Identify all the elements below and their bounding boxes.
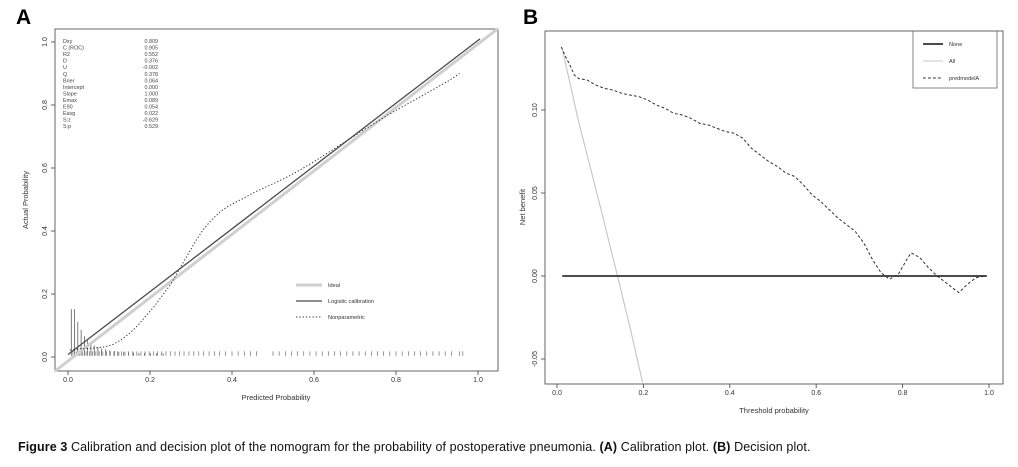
y-tick-label: 0.10 [532, 103, 539, 117]
stat-value: -0.629 [143, 118, 158, 124]
stat-label: Dxy [63, 39, 73, 45]
series-logistic-calibration [67, 38, 481, 356]
x-axis-title: Predicted Probability [242, 393, 311, 402]
stat-label: R2 [63, 52, 70, 58]
y-tick-label: 0.2 [42, 289, 49, 299]
stat-value: 0.022 [145, 111, 159, 117]
legend-label: predmodelA [949, 76, 979, 82]
stat-value: 0.552 [145, 52, 159, 58]
series-predmodela [560, 46, 985, 294]
validation-stats: Dxy 0.809 C (ROC) 0.905 R2 0.552 D 0.376 U -0.002… [63, 39, 158, 130]
stat-label: C (ROC) [63, 46, 84, 52]
decision-plot-svg: 0.0 0.2 0.4 0.6 0.8 1.0 Threshold probability -… [518, 30, 1004, 415]
legend: None All predmodelA [912, 30, 998, 89]
stat-label: E90 [63, 105, 73, 111]
plot-border [54, 28, 499, 372]
legend-label: Nonparametric [328, 315, 365, 321]
caption-b-text: Decision plot. [734, 440, 811, 454]
x-tick-label: 0.4 [227, 377, 237, 384]
stat-value: 0.089 [145, 98, 159, 104]
x-axis: 0.0 0.2 0.4 0.6 0.8 1.0 Predicted Probability [63, 371, 483, 402]
stat-value: 0.905 [145, 46, 159, 52]
stat-value: 0.809 [145, 39, 159, 45]
legend-label: None [949, 42, 962, 48]
y-axis: -0.05 0.00 0.05 0.10 Net benefit [518, 103, 545, 367]
x-tick-label: 0.2 [639, 390, 649, 397]
stat-value: 1.000 [145, 91, 159, 97]
stat-label: D [63, 59, 67, 65]
stat-value: 0.378 [145, 72, 159, 78]
x-tick-label: 0.6 [811, 390, 821, 397]
stat-label: Q [63, 72, 67, 78]
x-tick-label: 0.8 [898, 390, 908, 397]
y-tick-label: 0.0 [42, 352, 49, 362]
x-tick-label: 0.6 [309, 377, 319, 384]
y-tick-label: 0.4 [42, 226, 49, 236]
stat-value: 0.000 [145, 85, 159, 91]
y-axis: 0.0 0.2 0.4 0.6 0.8 1.0 Actual Probability [21, 37, 55, 362]
stat-value: 0.054 [145, 105, 159, 111]
x-tick-label: 1.0 [473, 377, 483, 384]
stat-label: S:p [63, 124, 71, 130]
x-tick-label: 1.0 [984, 390, 994, 397]
stat-value: -0.002 [143, 65, 158, 71]
panel-a-label: A [16, 6, 32, 29]
stat-label: Emax [63, 98, 77, 104]
legend: Ideal Logistic calibration Nonparametric [296, 283, 374, 321]
panel-b-decision: B 0.0 0.2 0.4 0.6 0.8 1.0 Threshold probabilit… [515, 4, 1015, 430]
stat-label: Intercept [63, 85, 84, 91]
y-axis-title: Net benefit [518, 188, 527, 225]
x-axis: 0.0 0.2 0.4 0.6 0.8 1.0 Threshold probability [552, 384, 994, 415]
caption-text: Calibration and decision plot of the nom… [71, 440, 596, 454]
stat-label: Eavg [63, 111, 75, 117]
x-tick-label: 0.8 [391, 377, 401, 384]
y-axis-title: Actual Probability [21, 171, 30, 229]
y-tick-label: 0.05 [532, 186, 539, 200]
legend-label: Ideal [328, 283, 340, 289]
legend-label: Logistic calibration [328, 299, 374, 305]
panel-b-label: B [523, 6, 539, 29]
x-tick-label: 0.4 [725, 390, 735, 397]
stat-label: Brier [63, 78, 75, 84]
stat-label: S:z [63, 118, 71, 124]
series-all [561, 48, 644, 383]
stat-label: U [63, 65, 67, 71]
caption-a-text: Calibration plot. [620, 440, 710, 454]
stat-value: 0.064 [145, 78, 159, 84]
stat-value: 0.529 [145, 124, 159, 130]
x-axis-title: Threshold probability [739, 406, 809, 415]
series-ideal [53, 27, 499, 373]
x-tick-label: 0.0 [63, 377, 73, 384]
caption-b-marker: (B) [712, 440, 731, 454]
y-tick-label: -0.05 [532, 351, 539, 367]
plot-border [544, 30, 1004, 385]
stat-value: 0.376 [145, 59, 159, 65]
x-tick-label: 0.2 [145, 377, 155, 384]
series-nonparametric [69, 73, 460, 351]
legend-box [912, 30, 998, 89]
prediction-rug [72, 351, 464, 356]
caption-a-marker: (A) [599, 440, 618, 454]
y-tick-label: 0.00 [532, 269, 539, 283]
caption-figure-number: Figure 3 [18, 440, 68, 454]
y-tick-label: 0.6 [42, 163, 49, 173]
x-tick-label: 0.0 [552, 390, 562, 397]
y-tick-label: 1.0 [42, 37, 49, 47]
panel-a-calibration: A 0.0 0.2 0.4 0.6 0.8 1.0 Predicted Probabilit… [8, 4, 513, 430]
y-tick-label: 0.8 [42, 100, 49, 110]
figure-caption: Figure 3 Calibration and decision plot o… [18, 440, 1008, 454]
stat-label: Slope [63, 91, 77, 97]
legend-label: All [949, 59, 955, 65]
